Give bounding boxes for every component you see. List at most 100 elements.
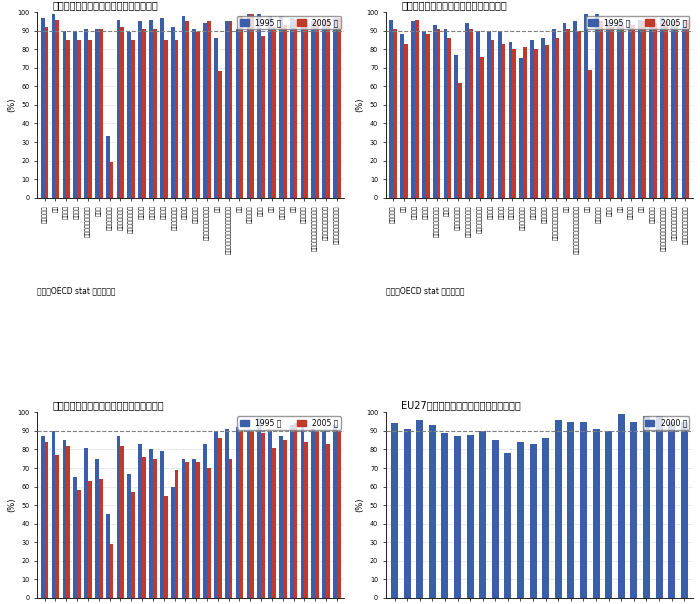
Bar: [664, 21, 668, 198]
Bar: [519, 59, 523, 198]
Bar: [95, 459, 99, 598]
Bar: [225, 429, 229, 598]
Bar: [304, 21, 308, 198]
Bar: [545, 45, 549, 198]
Bar: [466, 23, 469, 198]
Bar: [415, 19, 419, 198]
Bar: [442, 432, 449, 598]
Bar: [492, 440, 499, 598]
Bar: [643, 416, 650, 598]
Bar: [251, 431, 254, 598]
Bar: [487, 31, 491, 198]
Y-axis label: (%): (%): [7, 98, 16, 112]
Bar: [444, 29, 447, 198]
Bar: [62, 440, 66, 598]
Bar: [74, 31, 77, 198]
Bar: [218, 71, 222, 198]
Bar: [675, 21, 678, 198]
Bar: [66, 446, 70, 598]
Bar: [476, 31, 480, 198]
Bar: [99, 479, 103, 598]
Bar: [542, 439, 549, 598]
Bar: [568, 422, 574, 598]
Bar: [74, 477, 77, 598]
Bar: [333, 425, 337, 598]
Bar: [480, 431, 486, 598]
Bar: [41, 18, 45, 198]
Bar: [214, 431, 218, 598]
Bar: [617, 21, 620, 198]
Bar: [389, 19, 393, 198]
Legend: 1995 年, 2005 年: 1995 年, 2005 年: [237, 16, 341, 30]
Bar: [685, 19, 690, 198]
Bar: [656, 416, 662, 598]
Bar: [41, 437, 45, 598]
Bar: [258, 418, 261, 598]
Bar: [120, 446, 124, 598]
Bar: [203, 444, 207, 598]
Bar: [160, 18, 164, 198]
Bar: [578, 31, 581, 198]
Y-axis label: (%): (%): [356, 498, 365, 512]
Bar: [131, 40, 135, 198]
Bar: [322, 19, 326, 198]
Legend: 1995 年, 2005 年: 1995 年, 2005 年: [586, 16, 690, 30]
Bar: [88, 40, 92, 198]
Bar: [300, 427, 304, 598]
Legend: 1995 年, 2005 年: 1995 年, 2005 年: [237, 416, 341, 429]
Bar: [523, 47, 527, 198]
Bar: [426, 34, 430, 198]
Bar: [333, 18, 337, 198]
Bar: [610, 27, 613, 198]
Bar: [556, 38, 559, 198]
Bar: [653, 23, 657, 198]
Bar: [171, 487, 174, 598]
Bar: [139, 21, 142, 198]
Bar: [117, 437, 120, 598]
Bar: [261, 432, 265, 598]
Bar: [312, 429, 315, 598]
Bar: [322, 431, 326, 598]
Bar: [541, 38, 545, 198]
Bar: [404, 43, 408, 198]
Bar: [207, 21, 211, 198]
Bar: [66, 40, 70, 198]
Bar: [203, 23, 207, 198]
Bar: [251, 14, 254, 198]
Bar: [628, 21, 631, 198]
Bar: [326, 19, 330, 198]
Bar: [512, 49, 516, 198]
Bar: [110, 162, 113, 198]
Bar: [433, 25, 437, 198]
Bar: [290, 18, 293, 198]
Bar: [283, 440, 286, 598]
Bar: [312, 21, 315, 198]
Bar: [638, 19, 642, 198]
Bar: [236, 29, 239, 198]
Bar: [595, 14, 599, 198]
Bar: [193, 29, 196, 198]
Bar: [400, 34, 404, 198]
Bar: [429, 425, 436, 598]
Bar: [671, 21, 675, 198]
Bar: [246, 431, 251, 598]
Bar: [268, 16, 272, 198]
Bar: [534, 49, 538, 198]
Bar: [77, 490, 81, 598]
Bar: [393, 29, 397, 198]
Bar: [660, 18, 664, 198]
Bar: [246, 14, 251, 198]
Bar: [153, 29, 157, 198]
Bar: [164, 496, 167, 598]
Bar: [508, 42, 512, 198]
Bar: [606, 19, 610, 198]
Bar: [668, 422, 675, 598]
Bar: [530, 444, 536, 598]
Bar: [491, 40, 494, 198]
Bar: [174, 40, 179, 198]
Bar: [174, 470, 179, 598]
Bar: [337, 431, 341, 598]
Bar: [181, 16, 186, 198]
Bar: [573, 21, 578, 198]
Bar: [45, 27, 48, 198]
